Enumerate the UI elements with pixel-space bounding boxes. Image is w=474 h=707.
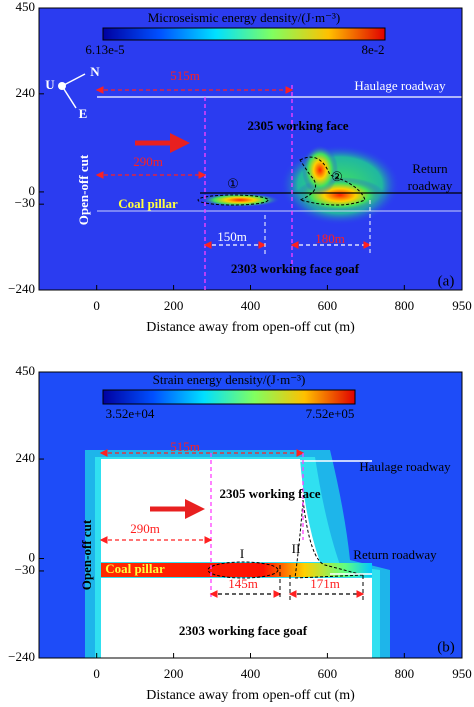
y-tick-label: 450 [16, 363, 36, 378]
annotation: 290m [133, 154, 163, 169]
annotation: 145m [228, 576, 258, 591]
y-tick-label: 240 [16, 450, 36, 465]
x-tick-label: 800 [395, 666, 415, 681]
annotation: II [292, 541, 301, 556]
annotation: 180m [315, 231, 345, 246]
annotation: U [45, 77, 55, 92]
y-tick-label: 450 [16, 0, 36, 14]
annotation: E [79, 106, 88, 121]
x-axis-label: Distance away from open-off cut (m) [146, 688, 355, 703]
zone-outline [298, 156, 366, 206]
colorbar [102, 27, 386, 41]
x-tick-label: 400 [241, 666, 261, 681]
annotation: N [90, 64, 100, 79]
annotation: I [240, 546, 244, 561]
x-tick-label: 950 [452, 666, 472, 681]
colorbar [102, 389, 356, 405]
annotation: 2303 working face goaf [179, 623, 308, 638]
x-tick-label: 0 [93, 298, 100, 313]
y-tick-label: 240 [16, 85, 36, 100]
x-tick-label: 800 [395, 298, 415, 313]
annotation: 2305 working face [219, 486, 320, 501]
x-tick-label: 400 [241, 298, 261, 313]
y-tick-label: −240 [8, 649, 35, 664]
annotation: Open-off cut [76, 154, 91, 225]
compass [61, 85, 77, 109]
colorbar-max: 8e-2 [361, 42, 384, 57]
annotation: Haulage roadway [354, 78, 446, 93]
pillar-zone [197, 194, 269, 206]
annotation: Coal pillar [105, 561, 165, 576]
colorbar-title: Strain energy density/(J·m⁻³) [153, 372, 306, 387]
colorbar-min: 6.13e-5 [85, 42, 124, 57]
annotation: 515m [170, 68, 200, 83]
annotation: Coal pillar [118, 196, 178, 211]
annotation: Return [412, 161, 448, 176]
x-tick-label: 600 [318, 298, 338, 313]
x-tick-label: 950 [452, 298, 472, 313]
x-tick-label: 200 [164, 666, 184, 681]
annotation: (b) [437, 639, 455, 655]
annotation: 290m [130, 521, 160, 536]
pillar-zone [207, 561, 279, 579]
annotation: ② [331, 169, 343, 184]
colorbar-max: 7.52e+05 [306, 406, 355, 421]
x-tick-label: 200 [164, 298, 184, 313]
compass [61, 73, 86, 87]
annotation: Haulage roadway [359, 459, 451, 474]
colorbar-min: 3.52e+04 [106, 406, 155, 421]
annotation: Open-off cut [79, 519, 94, 590]
zone-outline [294, 499, 364, 579]
annotation: ① [227, 176, 239, 191]
annotation: 2303 working face goaf [231, 261, 360, 276]
annotation: (a) [438, 273, 455, 289]
annotation: 515m [170, 439, 200, 454]
coal-pillar [101, 563, 372, 577]
x-tick-label: 0 [93, 666, 100, 681]
y-tick-label: 0 [29, 183, 36, 198]
x-axis-label: Distance away from open-off cut (m) [146, 320, 355, 335]
y-tick-label: −240 [8, 281, 35, 296]
annotation: Return roadway [353, 547, 437, 562]
colorbar-title: Microseismic energy density/(J·m⁻³) [148, 10, 340, 25]
x-tick-label: 600 [318, 666, 338, 681]
y-tick-label: −30 [15, 195, 35, 210]
y-tick-label: −30 [15, 562, 35, 577]
annotation: roadway [408, 178, 453, 193]
energy-field [200, 193, 280, 207]
annotation: 150m [217, 229, 247, 244]
y-tick-label: 0 [29, 550, 36, 565]
annotation: 171m [310, 576, 340, 591]
annotation: 2305 working face [247, 118, 348, 133]
